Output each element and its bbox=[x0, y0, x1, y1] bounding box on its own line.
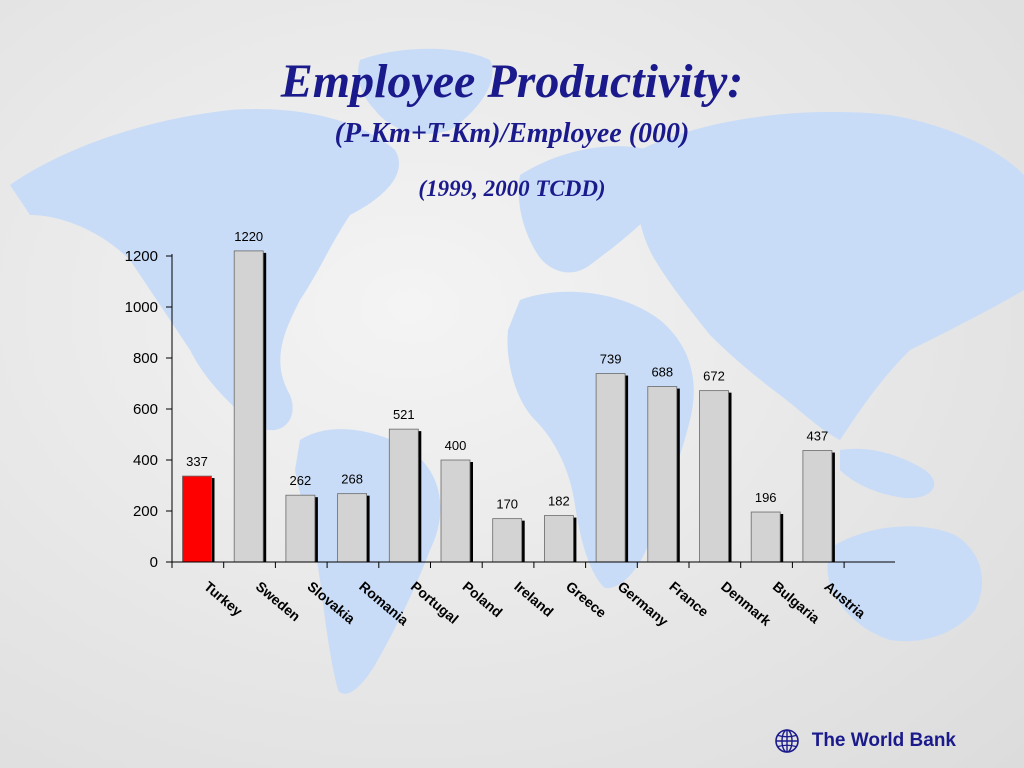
x-category-label: Poland bbox=[460, 578, 506, 620]
bar bbox=[388, 428, 419, 563]
data-label: 437 bbox=[807, 429, 829, 444]
globe-icon bbox=[774, 729, 799, 753]
x-category-label: France bbox=[666, 578, 712, 620]
x-category-label: Sweden bbox=[253, 578, 304, 624]
data-label: 337 bbox=[186, 454, 208, 469]
x-category-label: Bulgaria bbox=[770, 578, 823, 626]
bar bbox=[544, 515, 574, 563]
australia-shape bbox=[827, 526, 983, 642]
greenland-shape bbox=[358, 48, 493, 134]
y-tick-label: 400 bbox=[133, 452, 158, 469]
bar bbox=[750, 511, 781, 563]
footer-brand: The World Bank bbox=[774, 728, 956, 754]
southeast-asia-shape bbox=[840, 448, 935, 499]
data-label: 739 bbox=[600, 352, 622, 367]
x-category-label: Slovakia bbox=[304, 578, 358, 627]
bars: 337 1220 262 268 521 400 170 182 739 688 672 196 437 bbox=[182, 229, 835, 563]
bar bbox=[802, 450, 833, 563]
bar bbox=[595, 373, 626, 563]
data-label: 182 bbox=[548, 494, 570, 509]
source-note: (1999, 2000 TCDD) bbox=[418, 176, 606, 201]
data-label: 268 bbox=[341, 472, 363, 487]
y-axis: 0 200 400 600 800 1000 1200 bbox=[125, 248, 173, 571]
data-label: 1220 bbox=[234, 229, 263, 244]
data-label: 262 bbox=[290, 473, 312, 488]
x-category-label: Turkey bbox=[201, 578, 246, 619]
bar bbox=[182, 475, 212, 563]
x-category-label: Greece bbox=[563, 578, 610, 621]
slide-title: Employee Productivity: bbox=[280, 55, 744, 108]
north-america-shape bbox=[10, 109, 399, 431]
x-category-label: Germany bbox=[615, 578, 672, 629]
bar bbox=[699, 390, 729, 563]
y-tick-label: 200 bbox=[133, 503, 158, 520]
europe-shape bbox=[518, 146, 664, 273]
bar bbox=[440, 459, 471, 563]
y-tick-label: 800 bbox=[133, 350, 158, 367]
bar bbox=[647, 386, 678, 563]
y-tick-label: 1200 bbox=[125, 248, 158, 265]
x-category-label: Portugal bbox=[408, 578, 462, 627]
x-category-label: Ireland bbox=[511, 578, 556, 620]
bar bbox=[492, 518, 523, 563]
y-tick-label: 1000 bbox=[125, 299, 158, 316]
bar bbox=[337, 493, 368, 563]
data-label: 170 bbox=[496, 497, 518, 512]
data-label: 688 bbox=[651, 365, 673, 380]
slide-subtitle: (P-Km+T-Km)/Employee (000) bbox=[334, 118, 690, 149]
x-category-label: Austria bbox=[821, 578, 868, 621]
y-tick-label: 0 bbox=[150, 554, 158, 571]
x-category-label: Romania bbox=[356, 578, 412, 628]
data-label: 196 bbox=[755, 490, 777, 505]
asia-shape bbox=[635, 111, 1024, 440]
data-label: 521 bbox=[393, 407, 415, 422]
x-axis: Turkey Sweden SlovakiaRomaniaPortugalPolan… bbox=[171, 561, 895, 629]
footer-label: The World Bank bbox=[811, 730, 956, 751]
x-category-label: Denmark bbox=[718, 578, 774, 629]
bar bbox=[285, 494, 316, 563]
y-tick-label: 600 bbox=[133, 401, 158, 418]
data-label: 672 bbox=[703, 369, 725, 384]
bar bbox=[233, 250, 264, 563]
data-label: 400 bbox=[445, 438, 467, 453]
